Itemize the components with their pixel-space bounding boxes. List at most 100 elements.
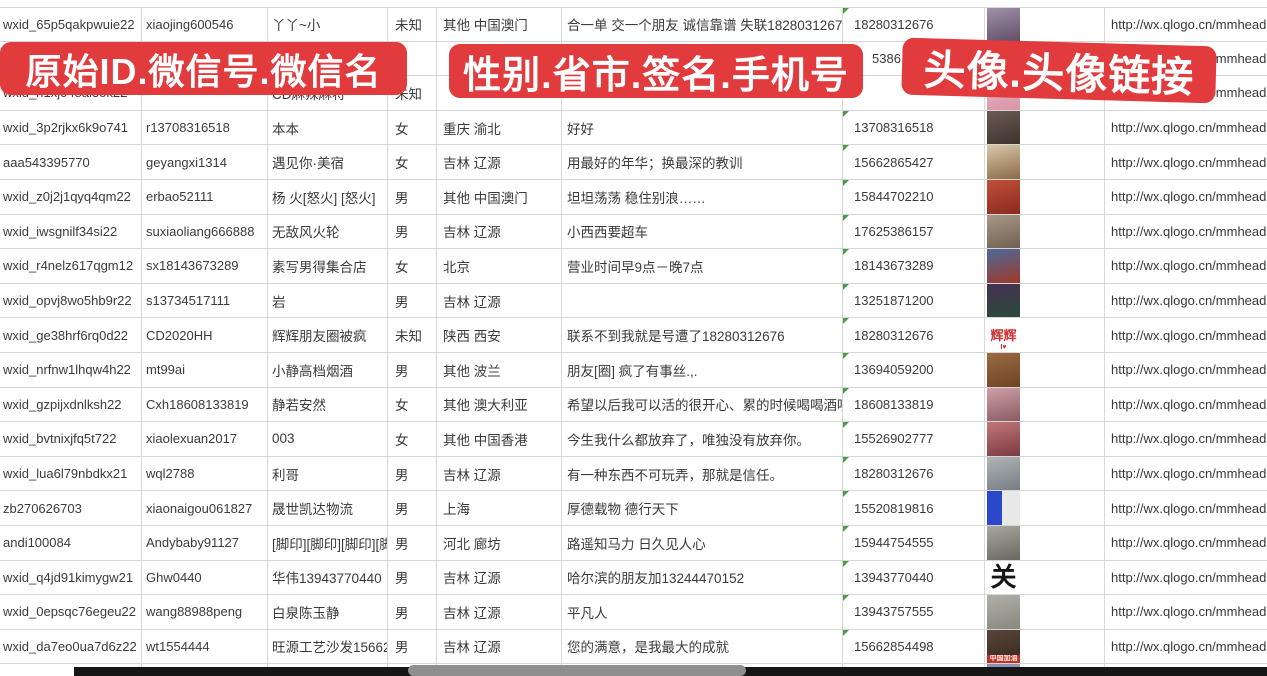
cell-region[interactable]: 吉林 辽源 — [437, 560, 562, 595]
cell-wxid[interactable]: wxid_lua6l79nbdkx21 — [0, 456, 142, 491]
cell-wxid[interactable]: wxid_iwsgnilf34si22 — [0, 214, 142, 249]
cell-avatar[interactable]: 辉辉 I♥ — [985, 318, 1105, 352]
cell-wechat-name[interactable]: 华伟13943770440 — [268, 560, 388, 595]
cell-wxid[interactable]: andi100084 — [0, 525, 142, 560]
cell-region[interactable]: 其他 澳大利亚 — [437, 387, 562, 422]
cell-wechat-name[interactable]: 利哥 — [268, 456, 388, 491]
cell-avatar[interactable] — [985, 525, 1105, 560]
cell-url[interactable]: http://wx.qlogo.cn/mmhead — [1111, 362, 1267, 378]
cell-wechat-name[interactable]: [脚印][脚印][脚印][脚印] — [268, 525, 388, 560]
cell-region[interactable]: 北京 — [437, 249, 562, 283]
cell-gender[interactable]: 女 — [388, 387, 437, 422]
cell-signature[interactable]: 路遥知马力 日久见人心 — [562, 525, 843, 560]
cell-url[interactable]: http://wx.qlogo.cn/mmhead — [1111, 293, 1267, 309]
cell-wechat-name[interactable]: 丫丫~小 — [268, 8, 388, 41]
cell-avatar[interactable] — [985, 8, 1105, 41]
cell-wxid[interactable]: zb270626703 — [0, 491, 142, 525]
cell-phone[interactable]: 18143673289 — [843, 249, 985, 283]
cell-wxid[interactable]: wxid_ge38hrf6rq0d22 — [0, 318, 142, 352]
cell-url[interactable]: http://wx.qlogo.cn/mmhead — [1111, 466, 1267, 482]
cell-gender[interactable]: 男 — [388, 560, 437, 595]
cell-url[interactable]: http://wx.qlogo.cn/mmhead — [1111, 569, 1267, 585]
cell-signature[interactable]: 平凡人 — [562, 595, 843, 629]
cell-wechat-id[interactable]: geyangxi1314 — [142, 145, 268, 179]
cell-url[interactable]: http://wx.qlogo.cn/mmhead — [1111, 223, 1267, 239]
cell-wechat-id[interactable]: xiaojing600546 — [142, 8, 268, 41]
cell-avatar[interactable] — [985, 491, 1105, 525]
cell-url[interactable]: http://wx.qlogo.cn/mmhead — [1111, 431, 1267, 447]
cell-avatar[interactable] — [985, 214, 1105, 249]
cell-region[interactable]: 上海 — [437, 491, 562, 525]
cell-signature[interactable]: 坦坦荡荡 稳住别浪…… — [562, 179, 843, 214]
cell-gender[interactable]: 男 — [388, 214, 437, 249]
cell-wechat-name[interactable]: 小静高档烟酒 — [268, 352, 388, 387]
cell-gender[interactable]: 男 — [388, 629, 437, 664]
cell-avatar[interactable] — [985, 352, 1105, 387]
cell-avatar[interactable] — [985, 283, 1105, 318]
cell-phone[interactable]: 15844702210 — [843, 179, 985, 214]
cell-gender[interactable]: 男 — [388, 283, 437, 318]
cell-url[interactable]: http://wx.qlogo.cn/mmhead — [1111, 535, 1267, 551]
cell-wxid[interactable]: wxid_bvtnixjfq5t722 — [0, 422, 142, 456]
cell-phone[interactable]: 18280312676 — [843, 8, 985, 41]
cell-region[interactable]: 吉林 辽源 — [437, 214, 562, 249]
cell-region[interactable]: 陕西 西安 — [437, 318, 562, 352]
cell-region[interactable]: 其他 中国香港 — [437, 422, 562, 456]
cell-phone[interactable]: 13943770440 — [843, 560, 985, 595]
cell-signature[interactable]: 联系不到我就是号遭了18280312676 — [562, 318, 843, 352]
cell-phone[interactable]: 17625386157 — [843, 214, 985, 249]
cell-url[interactable]: http://wx.qlogo.cn/mmhead — [1111, 154, 1267, 170]
bottom-scrollbar-thumb[interactable] — [408, 665, 746, 676]
cell-avatar[interactable] — [985, 387, 1105, 422]
cell-region[interactable]: 其他 波兰 — [437, 352, 562, 387]
cell-gender[interactable] — [388, 41, 437, 76]
cell-signature[interactable]: 您的满意，是我最大的成就 — [562, 629, 843, 664]
cell-region[interactable]: 吉林 辽源 — [437, 629, 562, 664]
cell-wechat-id[interactable]: Cxh18608133819 — [142, 387, 268, 422]
cell-url[interactable]: http://wx.qlogo.cn/mmhead — [1111, 189, 1267, 205]
cell-gender[interactable]: 男 — [388, 456, 437, 491]
cell-wechat-id[interactable]: CD2020HH — [142, 318, 268, 352]
cell-wxid[interactable]: wxid_q4jd91kimygw21 — [0, 560, 142, 595]
cell-region[interactable]: 河北 廊坊 — [437, 525, 562, 560]
cell-phone[interactable]: 13943757555 — [843, 595, 985, 629]
cell-avatar[interactable] — [985, 422, 1105, 456]
cell-phone[interactable]: 15662854498 — [843, 629, 985, 664]
cell-wechat-id[interactable]: xiaonaigou061827 — [142, 491, 268, 525]
cell-wechat-id[interactable]: mt99ai — [142, 352, 268, 387]
cell-phone[interactable]: 18280312676 — [843, 318, 985, 352]
cell-wechat-name[interactable]: 素写男得集合店 — [268, 249, 388, 283]
cell-gender[interactable]: 未知 — [388, 318, 437, 352]
cell-gender[interactable]: 男 — [388, 595, 437, 629]
cell-wxid[interactable]: wxid_65p5qakpwuie22 — [0, 8, 142, 41]
cell-gender[interactable]: 女 — [388, 145, 437, 179]
cell-wechat-id[interactable]: suxiaoliang666888 — [142, 214, 268, 249]
cell-phone[interactable]: 15520819816 — [843, 491, 985, 525]
cell-wxid[interactable]: wxid_z0j2j1qyq4qm22 — [0, 179, 142, 214]
cell-signature[interactable]: 今生我什么都放弃了，唯独没有放弃你。 — [562, 422, 843, 456]
cell-region[interactable]: 吉林 辽源 — [437, 595, 562, 629]
cell-avatar[interactable]: 中国加油 — [985, 629, 1105, 664]
cell-wechat-name[interactable]: 003 — [268, 422, 388, 456]
cell-region[interactable]: 吉林 辽源 — [437, 145, 562, 179]
cell-signature[interactable]: 哈尔滨的朋友加13244470152 — [562, 560, 843, 595]
cell-signature[interactable]: 小西西要超车 — [562, 214, 843, 249]
cell-phone[interactable]: 15944754555 — [843, 525, 985, 560]
cell-url[interactable]: http://wx.qlogo.cn/mmhead — [1111, 638, 1267, 654]
cell-gender[interactable]: 男 — [388, 352, 437, 387]
cell-wechat-name[interactable]: 白泉陈玉静 — [268, 595, 388, 629]
cell-phone[interactable]: 13251871200 — [843, 283, 985, 318]
cell-wechat-id[interactable]: Andybaby91127 — [142, 525, 268, 560]
cell-wechat-name[interactable]: 晟世凯达物流 — [268, 491, 388, 525]
cell-wxid[interactable]: wxid_gzpijxdnlksh22 — [0, 387, 142, 422]
cell-wechat-name[interactable]: 岩 — [268, 283, 388, 318]
cell-region[interactable]: 重庆 渝北 — [437, 110, 562, 145]
cell-url[interactable]: http://wx.qlogo.cn/mmhead — [1111, 500, 1267, 516]
cell-wechat-id[interactable]: erbao52111 — [142, 179, 268, 214]
cell-phone[interactable]: 15526902777 — [843, 422, 985, 456]
cell-signature[interactable]: 用最好的年华；换最深的教训 — [562, 145, 843, 179]
cell-wechat-name[interactable]: 无敌风火轮 — [268, 214, 388, 249]
cell-region[interactable]: 其他 中国澳门 — [437, 8, 562, 41]
cell-region[interactable]: 吉林 辽源 — [437, 456, 562, 491]
cell-wechat-id[interactable]: Ghw0440 — [142, 560, 268, 595]
